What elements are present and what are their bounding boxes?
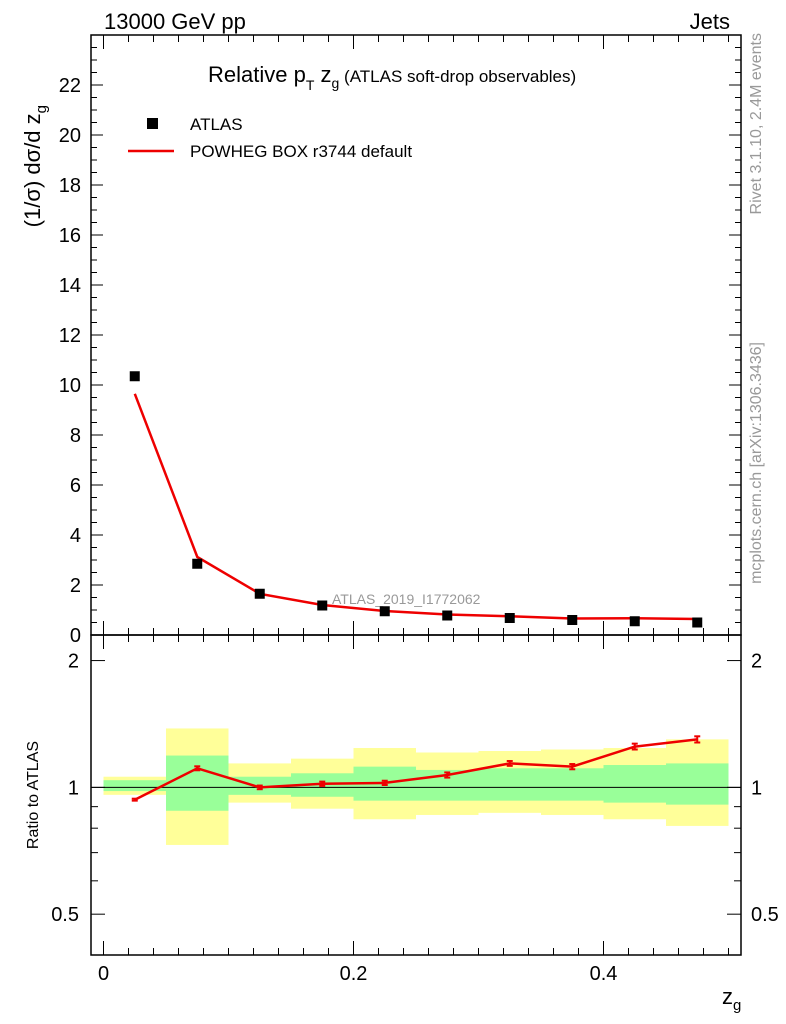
header-energy-label: 13000 GeV pp <box>104 9 246 34</box>
atlas-point-1 <box>192 558 203 569</box>
band-inner-1 <box>166 755 229 811</box>
main-ytick-label-10: 20 <box>59 125 81 147</box>
ratio-ytick-label-left-0: 0.5 <box>51 904 79 926</box>
ratio-xlabel-sub: g <box>733 997 741 1014</box>
band-inner-0 <box>103 780 166 792</box>
atlas-point-2 <box>254 588 265 599</box>
main-ytick-label-11: 22 <box>59 75 81 97</box>
legend-powheg-label: POWHEG BOX r3744 default <box>190 142 412 161</box>
ratio-ytick-label-left-2: 2 <box>68 651 79 673</box>
plot-title-tail: (ATLAS soft-drop observables) <box>339 67 576 86</box>
ratio-ytick-label-right-0: 0.5 <box>751 904 779 926</box>
main-ytick-label-5: 10 <box>59 375 81 397</box>
main-ylabel-sub: g <box>33 105 50 113</box>
band-inner-6 <box>478 768 541 801</box>
ratio-xtick-label-2: 0.4 <box>590 963 618 985</box>
ratio-line <box>134 738 698 801</box>
main-ytick-label-1: 2 <box>70 575 81 597</box>
rivet-version-label: Rivet 3.1.10, 2.4M events <box>748 33 765 214</box>
main-ytick-label-4: 8 <box>70 425 81 447</box>
mcplots-label: mcplots.cern.ch [arXiv:1306.3436] <box>748 342 765 584</box>
band-inner-8 <box>603 765 666 803</box>
atlas-point-4 <box>379 606 390 617</box>
main-ytick-label-0: 0 <box>70 625 81 647</box>
header-process-label: Jets <box>690 9 730 34</box>
main-ylabel: (1/σ) dσ/d zg <box>20 105 50 227</box>
ratio-ytick-label-right-2: 2 <box>751 651 762 673</box>
ratio-xlabel-main: z <box>722 984 733 1009</box>
main-ytick-label-3: 6 <box>70 475 81 497</box>
band-inner-7 <box>541 768 604 801</box>
ratio-frame <box>90 634 742 956</box>
main-ytick-label-9: 18 <box>59 175 81 197</box>
ratio-series <box>131 735 701 802</box>
ratio-xtick-label-1: 0.2 <box>340 963 368 985</box>
ratio-ytick-label-left-1: 1 <box>68 777 79 799</box>
main-ytick-label-7: 14 <box>59 275 81 297</box>
analysis-tag: ATLAS_2019_I1772062 <box>332 591 481 607</box>
main-ytick-label-8: 16 <box>59 225 81 247</box>
plot-title-sub2: g <box>332 75 340 91</box>
ratio-ylabel: Ratio to ATLAS <box>25 741 42 849</box>
atlas-point-6 <box>504 613 515 623</box>
band-inner-9 <box>666 763 729 805</box>
plot-title-sub1: T <box>306 77 315 93</box>
atlas-point-7 <box>567 615 578 625</box>
ratio-xlabel: zg <box>722 984 741 1014</box>
main-ytick-label-6: 12 <box>59 325 81 347</box>
atlas-point-9 <box>692 617 703 628</box>
plot-title-main: Relative p <box>208 62 306 87</box>
plot-title-mid: z <box>314 62 331 87</box>
ratio-xtick-label-0: 0 <box>98 963 109 985</box>
ratio-ytick-label-right-1: 1 <box>751 777 762 799</box>
main-frame <box>90 34 742 636</box>
atlas-point-8 <box>629 616 640 627</box>
powheg-line <box>133 393 698 621</box>
atlas-point-5 <box>442 610 453 621</box>
atlas-point-0 <box>129 371 140 382</box>
legend-atlas-label: ATLAS <box>190 115 243 134</box>
legend-atlas-marker <box>147 118 158 129</box>
main-ytick-label-2: 4 <box>70 525 81 547</box>
plot-title: Relative pT zg (ATLAS soft-drop observab… <box>208 62 576 93</box>
main-series <box>129 371 703 628</box>
main-ylabel-text: (1/σ) dσ/d z <box>20 113 45 227</box>
atlas-point-3 <box>317 600 328 611</box>
